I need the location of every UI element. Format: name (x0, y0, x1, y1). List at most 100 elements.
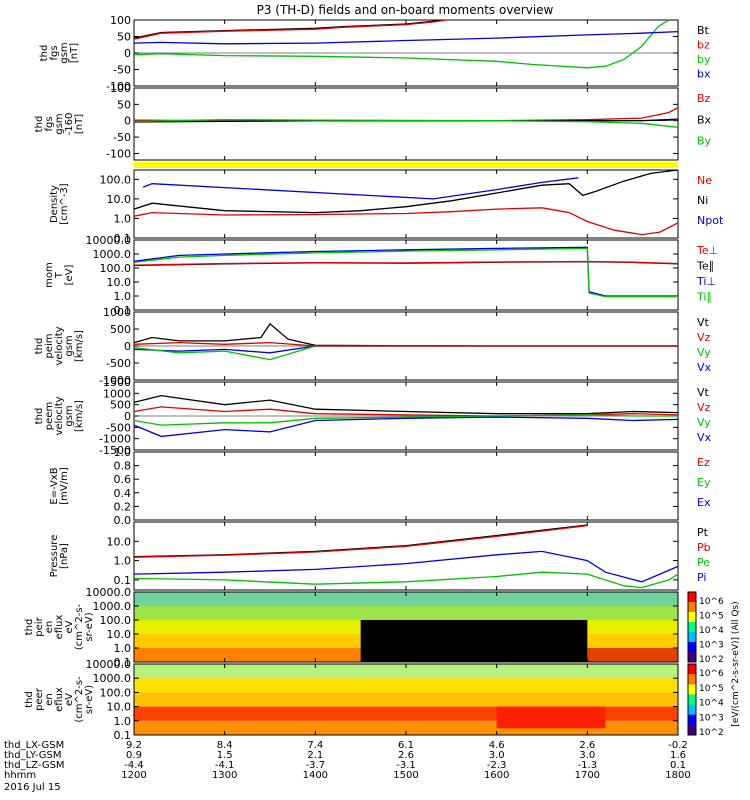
y-axis-label: en (44, 621, 55, 634)
series-line-Bt (133, 19, 445, 39)
x-axis-row-label: thd_LX-GSM (4, 740, 64, 751)
colorbar-segment (688, 724, 696, 736)
colorbar-frame (687, 663, 697, 736)
y-tick-label: 100 (110, 14, 131, 27)
y-axis-label: sr-eV) (84, 685, 95, 714)
x-axis-tick-label: 4.6 (489, 740, 505, 751)
y-tick-label: 1.0 (114, 212, 132, 225)
heatmap-band (134, 592, 678, 606)
y-tick-label: -100 (106, 147, 131, 160)
legend-entry: Bt (697, 24, 710, 37)
legend-entry: Pt (697, 526, 709, 539)
x-axis-row-label: hhmm (4, 770, 36, 781)
y-tick-label: -50 (113, 131, 131, 144)
y-tick-label: -50 (113, 64, 131, 77)
x-axis-tick-label: 2.1 (307, 750, 323, 761)
y-axis-label: -160 (64, 113, 75, 136)
colorbar-segment (688, 602, 696, 613)
y-tick-label: 1000 (103, 306, 131, 319)
y-axis-label: eflux (54, 615, 65, 640)
y-axis-label: [nT] (69, 43, 80, 63)
series-line-Pi (133, 550, 679, 583)
y-axis-label: Density (49, 185, 60, 223)
colorbar-segment (688, 674, 696, 685)
y-tick-label: 1000.0 (93, 672, 132, 685)
colorbar-segment (688, 694, 696, 706)
legend-entry: Te∥ (696, 260, 714, 273)
colorbar-segment (688, 684, 696, 695)
panel-peim_velocity: 1000 500 0 -500 -1000 thd peim velocity gsm [km/s… (34, 306, 712, 387)
y-axis-label: velocity (54, 326, 65, 365)
y-axis-label: thd (34, 408, 45, 425)
x-axis-tick-label: -1.3 (578, 760, 598, 771)
panel-pressure: 10.0 1.0 0.1 Pressure [nPa] Pt Pb Pe Pi (49, 521, 711, 591)
x-axis-tick-label: -4.1 (215, 760, 235, 771)
colorbar-segment (688, 632, 696, 643)
colorbar-segment (688, 612, 696, 623)
series-line-Vt (133, 394, 679, 415)
y-axis-label: peim (44, 333, 55, 358)
date-label: 2016 Jul 15 (4, 782, 61, 793)
y-axis-label: gsm (64, 405, 75, 426)
series-line-by (133, 19, 670, 69)
legend-entry: Npot (697, 214, 724, 227)
x-axis-tick-label: 8.4 (217, 740, 233, 751)
y-tick-label: 10000.0 (86, 586, 132, 599)
x-axis-tick-label: 3.0 (489, 750, 505, 761)
colorbar-segment (688, 652, 696, 663)
legend-entry: Vz (697, 331, 711, 344)
colorbar-label: 10^4 (699, 626, 724, 636)
y-tick-label: 1.0 (114, 446, 132, 459)
legend-entry: Pb (697, 541, 711, 554)
panel-density: 100.0 10.0 1.0 0.1 Density [cm^-3] Ne Ni Npot (49, 169, 724, 245)
series-line-Ne (133, 207, 679, 236)
legend-entry: Vt (697, 316, 710, 329)
legend-entry: by (697, 53, 711, 66)
y-tick-label: 1000.0 (93, 248, 132, 261)
colorbar-segment (688, 622, 696, 633)
colorbar-segment (688, 642, 696, 653)
plot-title: P3 (TH-D) fields and on-board moments ov… (257, 3, 554, 17)
y-tick-label: 0.1 (114, 574, 132, 587)
colorbar-segment (688, 704, 696, 716)
colorbar-label: 10^3 (699, 713, 724, 723)
legend-entry: Ni (697, 194, 708, 207)
legend-entry: Vz (697, 401, 711, 414)
y-tick-label: 0 (124, 115, 131, 128)
series-line-Vz (133, 341, 678, 347)
y-axis-label: eflux (54, 687, 65, 712)
y-tick-label: 0.0 (114, 514, 132, 527)
series-line-Ti⊥ (133, 246, 678, 297)
y-tick-label: 10.0 (107, 535, 132, 548)
colorbar-segment (688, 592, 696, 603)
y-tick-label: 10.0 (107, 193, 132, 206)
series-line-Vz (133, 406, 679, 417)
y-tick-label: 0 (124, 340, 131, 353)
y-tick-label: 1.0 (114, 290, 132, 303)
series-line-Bz (133, 107, 679, 122)
y-tick-label: -1000 (99, 433, 131, 446)
y-axis-label: (cm^2-s- (74, 603, 85, 650)
series-line-Pt (133, 524, 588, 558)
x-axis-tick-label: 1500 (393, 770, 418, 781)
y-tick-label: 0.8 (114, 460, 132, 473)
y-axis-label: thd (34, 338, 45, 355)
y-axis-label: fgs (44, 116, 55, 131)
y-axis-label: eV (64, 693, 75, 706)
y-tick-label: 100 (110, 82, 131, 95)
heatmap-band (496, 706, 606, 729)
y-tick-label: -1500 (99, 444, 131, 457)
y-tick-label: 100.0 (100, 262, 132, 275)
y-tick-label: 1500 (103, 376, 131, 389)
y-axis-label: eV (64, 620, 75, 633)
series-line-Pb (133, 524, 588, 558)
y-tick-label: 1000 (103, 387, 131, 400)
y-axis-label: [km/s] (74, 330, 85, 362)
panel-fgs_gse: 100 50 0 -50 -100 thd fgs gsm -160 [nT] Bz Bx By (34, 82, 712, 161)
